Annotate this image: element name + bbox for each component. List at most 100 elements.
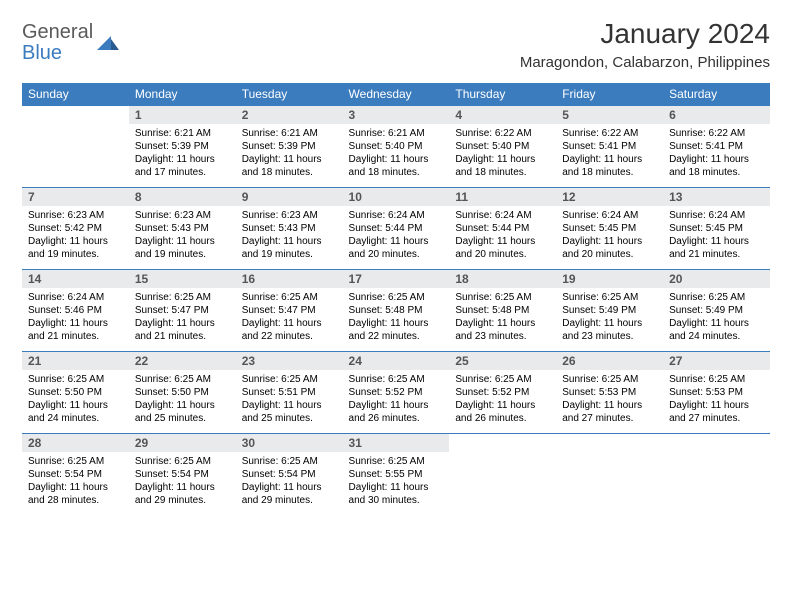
daylight-text: Daylight: 11 hours and 20 minutes. [455,235,550,261]
sunrise-text: Sunrise: 6:25 AM [349,455,444,468]
daynum-row: 21222324252627 [22,352,770,371]
daynum-row: 78910111213 [22,188,770,207]
day-detail: Sunrise: 6:25 AMSunset: 5:47 PMDaylight:… [236,288,343,352]
day-number: 8 [129,188,236,207]
day-detail: Sunrise: 6:23 AMSunset: 5:42 PMDaylight:… [22,206,129,270]
daylight-text: Daylight: 11 hours and 17 minutes. [135,153,230,179]
daylight-text: Daylight: 11 hours and 19 minutes. [135,235,230,261]
dayhead-monday: Monday [129,83,236,106]
daylight-text: Daylight: 11 hours and 19 minutes. [242,235,337,261]
day-detail: Sunrise: 6:25 AMSunset: 5:47 PMDaylight:… [129,288,236,352]
day-detail: Sunrise: 6:22 AMSunset: 5:41 PMDaylight:… [663,124,770,188]
day-detail: Sunrise: 6:23 AMSunset: 5:43 PMDaylight:… [236,206,343,270]
day-detail: Sunrise: 6:25 AMSunset: 5:49 PMDaylight:… [556,288,663,352]
sunrise-text: Sunrise: 6:25 AM [349,291,444,304]
sunrise-text: Sunrise: 6:25 AM [455,291,550,304]
day-number: 5 [556,106,663,125]
day-detail: Sunrise: 6:25 AMSunset: 5:53 PMDaylight:… [556,370,663,434]
sunrise-text: Sunrise: 6:21 AM [135,127,230,140]
day-detail: Sunrise: 6:24 AMSunset: 5:46 PMDaylight:… [22,288,129,352]
daylight-text: Daylight: 11 hours and 18 minutes. [349,153,444,179]
day-number: 26 [556,352,663,371]
day-detail [22,124,129,188]
daylight-text: Daylight: 11 hours and 20 minutes. [349,235,444,261]
day-detail: Sunrise: 6:25 AMSunset: 5:55 PMDaylight:… [343,452,450,515]
day-number: 4 [449,106,556,125]
sunset-text: Sunset: 5:42 PM [28,222,123,235]
day-detail: Sunrise: 6:25 AMSunset: 5:54 PMDaylight:… [22,452,129,515]
sunset-text: Sunset: 5:45 PM [562,222,657,235]
day-number [663,434,770,453]
sunset-text: Sunset: 5:53 PM [669,386,764,399]
sunset-text: Sunset: 5:41 PM [669,140,764,153]
daylight-text: Daylight: 11 hours and 24 minutes. [28,399,123,425]
sunrise-text: Sunrise: 6:25 AM [562,291,657,304]
header-right: January 2024 Maragondon, Calabarzon, Phi… [520,18,770,71]
day-number: 2 [236,106,343,125]
daylight-text: Daylight: 11 hours and 29 minutes. [242,481,337,507]
sunrise-text: Sunrise: 6:25 AM [28,455,123,468]
sunrise-text: Sunrise: 6:21 AM [349,127,444,140]
dayhead-wednesday: Wednesday [343,83,450,106]
day-detail: Sunrise: 6:25 AMSunset: 5:51 PMDaylight:… [236,370,343,434]
day-detail: Sunrise: 6:25 AMSunset: 5:49 PMDaylight:… [663,288,770,352]
daylight-text: Daylight: 11 hours and 21 minutes. [28,317,123,343]
day-number: 17 [343,270,450,289]
day-number: 20 [663,270,770,289]
sunrise-text: Sunrise: 6:25 AM [242,373,337,386]
day-detail: Sunrise: 6:21 AMSunset: 5:39 PMDaylight:… [129,124,236,188]
sunset-text: Sunset: 5:46 PM [28,304,123,317]
day-number: 3 [343,106,450,125]
daylight-text: Daylight: 11 hours and 25 minutes. [135,399,230,425]
day-header-row: Sunday Monday Tuesday Wednesday Thursday… [22,83,770,106]
sunrise-text: Sunrise: 6:21 AM [242,127,337,140]
sunset-text: Sunset: 5:47 PM [242,304,337,317]
day-number: 18 [449,270,556,289]
detail-row: Sunrise: 6:24 AMSunset: 5:46 PMDaylight:… [22,288,770,352]
detail-row: Sunrise: 6:21 AMSunset: 5:39 PMDaylight:… [22,124,770,188]
month-title: January 2024 [520,18,770,50]
sunrise-text: Sunrise: 6:25 AM [28,373,123,386]
header: General Blue January 2024 Maragondon, Ca… [22,18,770,71]
daylight-text: Daylight: 11 hours and 24 minutes. [669,317,764,343]
sunset-text: Sunset: 5:44 PM [349,222,444,235]
day-detail: Sunrise: 6:24 AMSunset: 5:45 PMDaylight:… [556,206,663,270]
sunrise-text: Sunrise: 6:22 AM [455,127,550,140]
daylight-text: Daylight: 11 hours and 18 minutes. [455,153,550,179]
sunset-text: Sunset: 5:49 PM [562,304,657,317]
dayhead-thursday: Thursday [449,83,556,106]
sunset-text: Sunset: 5:40 PM [349,140,444,153]
day-number: 10 [343,188,450,207]
sunset-text: Sunset: 5:51 PM [242,386,337,399]
daylight-text: Daylight: 11 hours and 19 minutes. [28,235,123,261]
sunset-text: Sunset: 5:48 PM [349,304,444,317]
sunset-text: Sunset: 5:54 PM [135,468,230,481]
daylight-text: Daylight: 11 hours and 26 minutes. [349,399,444,425]
sunset-text: Sunset: 5:54 PM [28,468,123,481]
location: Maragondon, Calabarzon, Philippines [520,54,770,71]
day-number [556,434,663,453]
sunrise-text: Sunrise: 6:25 AM [135,455,230,468]
day-detail: Sunrise: 6:21 AMSunset: 5:40 PMDaylight:… [343,124,450,188]
day-detail: Sunrise: 6:22 AMSunset: 5:40 PMDaylight:… [449,124,556,188]
sunset-text: Sunset: 5:55 PM [349,468,444,481]
daylight-text: Daylight: 11 hours and 26 minutes. [455,399,550,425]
day-number: 21 [22,352,129,371]
day-detail: Sunrise: 6:25 AMSunset: 5:50 PMDaylight:… [22,370,129,434]
day-detail [663,452,770,515]
sunset-text: Sunset: 5:39 PM [242,140,337,153]
detail-row: Sunrise: 6:25 AMSunset: 5:54 PMDaylight:… [22,452,770,515]
daylight-text: Daylight: 11 hours and 21 minutes. [135,317,230,343]
daynum-row: 123456 [22,106,770,125]
sunset-text: Sunset: 5:41 PM [562,140,657,153]
calendar-page: General Blue January 2024 Maragondon, Ca… [0,0,792,533]
day-detail: Sunrise: 6:23 AMSunset: 5:43 PMDaylight:… [129,206,236,270]
logo-part1: General [22,21,93,43]
detail-row: Sunrise: 6:23 AMSunset: 5:42 PMDaylight:… [22,206,770,270]
sunrise-text: Sunrise: 6:25 AM [135,291,230,304]
sunrise-text: Sunrise: 6:25 AM [242,455,337,468]
daylight-text: Daylight: 11 hours and 18 minutes. [669,153,764,179]
daylight-text: Daylight: 11 hours and 27 minutes. [562,399,657,425]
day-number: 31 [343,434,450,453]
sunrise-text: Sunrise: 6:25 AM [242,291,337,304]
